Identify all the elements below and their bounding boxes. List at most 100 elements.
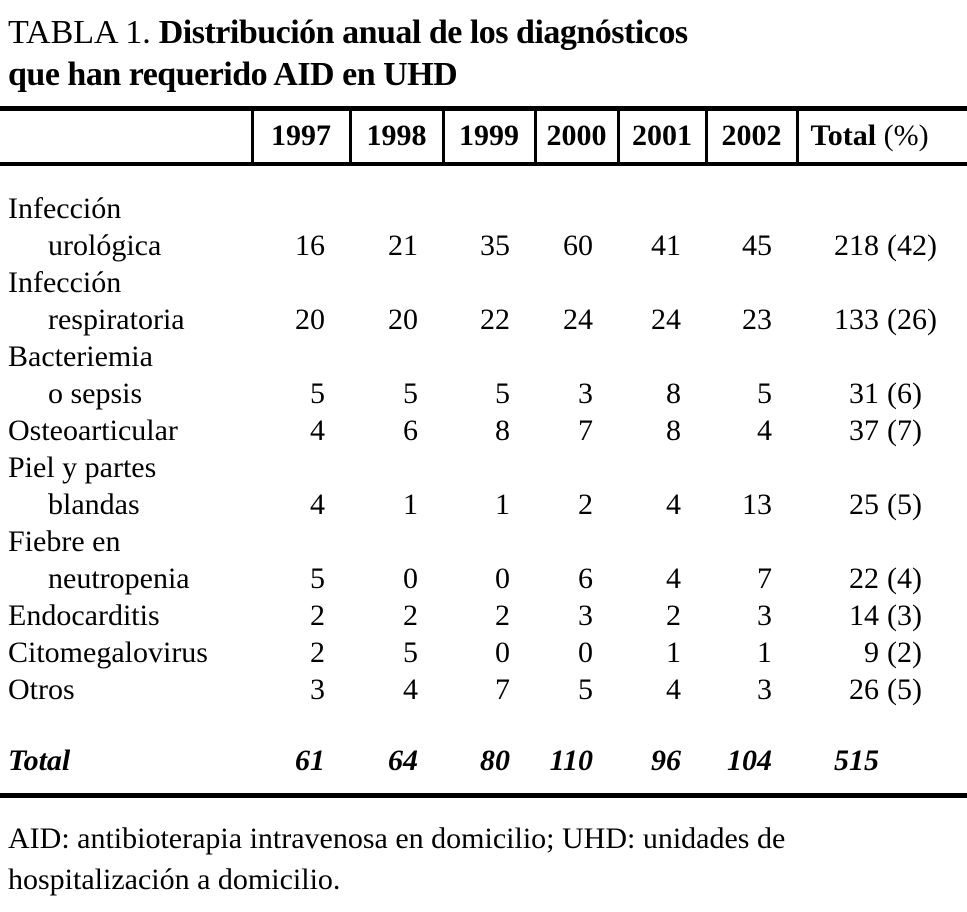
year-value: 0 xyxy=(578,636,593,669)
total-header-label: Total xyxy=(810,119,877,152)
year-header-1999: 1999 xyxy=(441,108,535,166)
total-1997: 61 xyxy=(295,744,325,777)
row-total-cell: 26 (5) xyxy=(797,671,967,708)
table-row: Otros 3 4 7 5 4 3 26 (5) xyxy=(0,671,967,708)
year-value: 45 xyxy=(742,229,772,262)
row-total-value: 31 xyxy=(849,377,879,410)
grand-total-value: 515 xyxy=(834,744,879,777)
year-value: 6 xyxy=(403,414,418,447)
year-value: 2 xyxy=(310,599,325,632)
year-header-1997: 1997 xyxy=(250,108,350,166)
year-value: 35 xyxy=(480,229,510,262)
table-number-label: TABLA 1. xyxy=(8,14,151,51)
empty-header-cell xyxy=(0,108,252,166)
total-row-label: Total xyxy=(8,744,71,777)
row-total-pct: (2) xyxy=(887,636,922,669)
total-2000: 110 xyxy=(549,744,593,777)
year-value: 5 xyxy=(310,562,325,595)
row-total-value: 25 xyxy=(849,488,879,521)
row-total-pct: (6) xyxy=(887,377,922,410)
row-label-line: Osteoarticular xyxy=(8,414,178,447)
row-label-line: urológica xyxy=(48,229,162,262)
row-label-line: Otros xyxy=(8,673,75,706)
year-value: 4 xyxy=(757,414,772,447)
year-value: 7 xyxy=(578,414,593,447)
year-value: 23 xyxy=(742,303,772,336)
row-label-line: Fiebre en xyxy=(8,525,121,558)
row-total-pct: (5) xyxy=(887,488,922,521)
total-2002: 104 xyxy=(727,744,772,777)
year-value: 5 xyxy=(495,377,510,410)
row-total-cell: 133 (26) xyxy=(797,264,967,338)
year-value: 1 xyxy=(666,636,681,669)
year-value: 8 xyxy=(666,377,681,410)
row-label-line: Piel y partes xyxy=(8,451,157,484)
row-total-value: 37 xyxy=(849,414,879,447)
year-value: 3 xyxy=(757,599,772,632)
year-value: 2 xyxy=(666,599,681,632)
table-row: Bacteriemia o sepsis 5 5 5 3 8 5 31 (6) xyxy=(0,338,967,412)
year-value: 24 xyxy=(563,303,593,336)
row-label-line: Endocarditis xyxy=(8,599,160,632)
row-label: Endocarditis xyxy=(0,597,252,634)
row-total-pct: (3) xyxy=(887,599,922,632)
table-row: Piel y partes blandas 4 1 1 2 4 13 25 (5) xyxy=(0,449,967,523)
year-value: 4 xyxy=(310,414,325,447)
year-header-2002: 2002 xyxy=(704,108,797,166)
row-total-cell: 9 (2) xyxy=(797,634,967,671)
row-label: Otros xyxy=(0,671,252,708)
row-label: Osteoarticular xyxy=(0,412,252,449)
row-total-pct: (26) xyxy=(887,303,937,336)
year-value: 2 xyxy=(495,599,510,632)
year-value: 5 xyxy=(578,673,593,706)
table-row: Fiebre en neutropenia 5 0 0 6 4 7 22 (4) xyxy=(0,523,967,597)
year-value: 4 xyxy=(666,488,681,521)
row-total-value: 26 xyxy=(849,673,879,706)
year-value: 3 xyxy=(310,673,325,706)
year-value: 20 xyxy=(295,303,325,336)
caption-line-2: que han requerido AID en UHD xyxy=(8,56,458,93)
table-caption: TABLA 1. Distribución anual de los diagn… xyxy=(0,0,967,96)
year-header-1998: 1998 xyxy=(348,108,443,166)
row-label-line: o sepsis xyxy=(48,377,143,410)
year-value: 7 xyxy=(495,673,510,706)
year-value: 4 xyxy=(666,673,681,706)
year-header-2001: 2001 xyxy=(616,108,706,166)
row-total-value: 133 xyxy=(834,303,879,336)
row-total-cell: 22 (4) xyxy=(797,523,967,597)
row-label-line: neutropenia xyxy=(48,562,190,595)
table-row: Osteoarticular 4 6 8 7 8 4 37 (7) xyxy=(0,412,967,449)
total-1999: 80 xyxy=(480,744,510,777)
total-header: Total (%) xyxy=(795,108,967,166)
row-label-line: blandas xyxy=(48,488,140,521)
year-value: 1 xyxy=(757,636,772,669)
row-label: Bacteriemia o sepsis xyxy=(0,338,252,412)
row-total-cell: 218 (42) xyxy=(797,164,967,264)
year-value: 20 xyxy=(388,303,418,336)
year-value: 4 xyxy=(666,562,681,595)
year-header-2000: 2000 xyxy=(533,108,618,166)
year-value: 0 xyxy=(495,562,510,595)
row-label-line: Bacteriemia xyxy=(8,340,153,373)
table-footnote: AID: antibioterapia intravenosa en domic… xyxy=(8,822,786,896)
table-row: Endocarditis 2 2 2 3 2 3 14 (3) xyxy=(0,597,967,634)
year-value: 3 xyxy=(578,599,593,632)
row-label: Infección urológica xyxy=(0,164,252,264)
table-row: Infección respiratoria 20 20 22 24 24 23 133 (26) xyxy=(0,264,967,338)
row-label-line: Infección xyxy=(8,192,122,225)
total-header-pct: (%) xyxy=(883,119,929,152)
grand-total-cell: 515 xyxy=(797,708,967,796)
year-value: 1 xyxy=(495,488,510,521)
year-value: 4 xyxy=(403,673,418,706)
row-label-line: respiratoria xyxy=(48,303,185,336)
year-value: 5 xyxy=(403,636,418,669)
table-footer-body: Total 61 64 80 110 96 104 515 xyxy=(0,708,967,796)
year-value: 8 xyxy=(666,414,681,447)
year-value: 41 xyxy=(651,229,681,262)
year-value: 16 xyxy=(295,229,325,262)
row-total-cell: 14 (3) xyxy=(797,597,967,634)
row-total-pct: (42) xyxy=(887,229,937,262)
row-total-value: 14 xyxy=(849,599,879,632)
row-total-cell: 37 (7) xyxy=(797,412,967,449)
total-1998: 64 xyxy=(388,744,418,777)
